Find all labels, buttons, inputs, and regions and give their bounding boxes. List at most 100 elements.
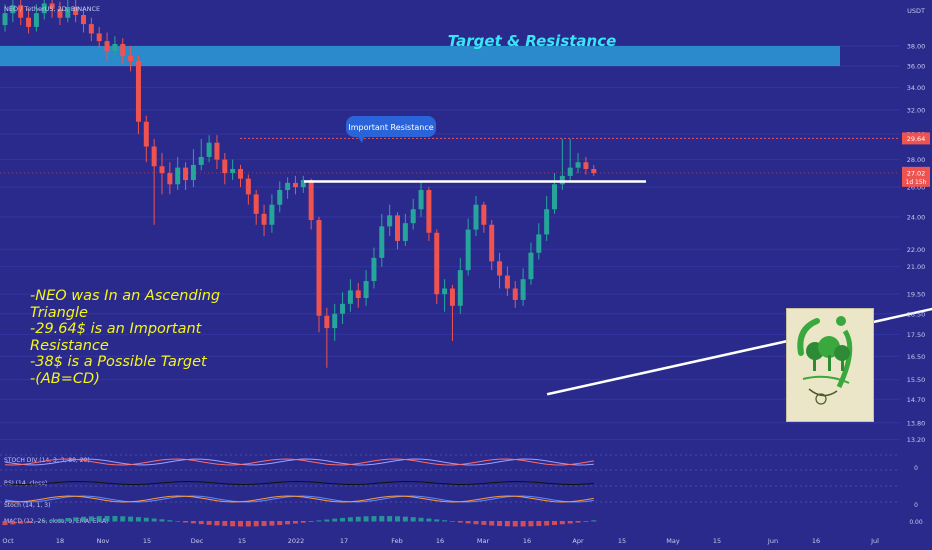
candle-body	[489, 224, 495, 262]
candle	[418, 181, 424, 217]
tree-logo-icon	[797, 316, 853, 405]
candle	[245, 174, 251, 205]
analysis-note-line: -NEO was In an Ascending	[30, 288, 221, 304]
candle-body	[88, 24, 94, 34]
candle	[489, 220, 495, 271]
time-label: 15	[713, 537, 721, 545]
candle	[214, 135, 220, 170]
candle	[285, 177, 291, 199]
candle	[2, 4, 8, 32]
macd-histogram-bar	[128, 516, 134, 522]
macd-histogram-bar	[57, 518, 63, 522]
macd-histogram-bar	[442, 520, 448, 522]
candle	[324, 307, 330, 368]
candle-body	[230, 169, 236, 174]
price-label: 16.50	[907, 353, 926, 361]
candle	[41, 0, 47, 20]
macd-histogram-bar	[544, 521, 550, 526]
candle-body	[41, 3, 47, 14]
symbol-title: NEO / TetherUS, 2D, BINANCE	[4, 5, 100, 13]
macd-histogram-bar	[552, 521, 557, 525]
time-label: Dec	[191, 537, 204, 545]
time-label: Nov	[97, 537, 110, 545]
macd-histogram-bar	[371, 516, 377, 522]
candle	[222, 153, 228, 185]
candle	[198, 138, 204, 171]
analysis-note-line: -29.64$ is an Important	[30, 321, 202, 337]
macd-histogram-bar	[559, 521, 565, 525]
analysis-note-line: -(AB=CD)	[30, 370, 100, 387]
macd-histogram-bar	[355, 516, 361, 522]
candle-body	[18, 5, 24, 18]
candle-body	[167, 173, 173, 185]
price-label: 13.20	[907, 436, 926, 444]
price-axis[interactable]: USDT38.0036.0034.0032.0030.0028.0026.002…	[902, 7, 930, 444]
candle	[536, 223, 542, 260]
macd-histogram-bar	[489, 521, 495, 526]
candle	[112, 36, 118, 58]
support-trendline[interactable]	[546, 260, 932, 396]
macd-histogram-bar	[26, 521, 32, 523]
candle-body	[591, 169, 597, 174]
stoch-div-signal	[4, 458, 594, 466]
candle-body	[465, 229, 471, 271]
last-price-tag-box	[902, 166, 930, 187]
macd-histogram-bar	[214, 521, 220, 526]
candle	[552, 173, 557, 214]
candle-body	[300, 180, 306, 188]
macd-histogram-bar	[190, 521, 196, 524]
macd-histogram-bar	[277, 521, 283, 526]
macd-histogram-bar	[332, 518, 338, 522]
indicator-label: MACD (12, 26, close, 9, EMA, EMA)	[4, 518, 108, 525]
candle	[151, 138, 157, 225]
candle	[340, 292, 346, 324]
analysis-notes: -NEO was In an Ascending Triangle -29.64$ …	[30, 288, 280, 387]
candle	[261, 204, 267, 237]
candle	[104, 32, 110, 61]
macd-histogram-bar	[151, 518, 157, 522]
macd-histogram-bar	[230, 521, 236, 527]
macd-histogram-bar	[10, 521, 16, 525]
candle-body	[536, 234, 542, 253]
candle	[347, 279, 353, 312]
macd-histogram-bar	[245, 521, 251, 527]
candle-body	[324, 315, 330, 329]
candle-body	[198, 156, 204, 165]
price-label: 28.00	[907, 156, 926, 164]
macd-histogram-bar	[465, 521, 471, 524]
indicator-label: Stoch (14, 1, 3)	[4, 502, 50, 509]
time-axis[interactable]: Oct 18 Nov 15 Dec 15 2022 17 Feb 16 Mar 16 Apr 15 May 1…	[2, 537, 879, 545]
candle-body	[387, 215, 393, 227]
candle-body	[473, 204, 479, 230]
macd-histogram-bar	[253, 521, 259, 527]
candle-body	[528, 252, 534, 280]
indicator-label: RSI (14, close)	[4, 480, 47, 487]
candle	[143, 115, 149, 163]
candle-body	[410, 209, 416, 224]
macd-histogram-bar	[512, 521, 518, 527]
candle-body	[426, 190, 432, 233]
candle	[88, 17, 94, 42]
candle-body	[402, 223, 408, 241]
target-zone	[0, 45, 840, 67]
candle	[591, 164, 597, 176]
candle-body	[371, 257, 377, 282]
candle	[465, 218, 471, 276]
candle	[567, 138, 573, 183]
candle-body	[332, 313, 338, 329]
candle	[167, 162, 173, 195]
candle	[395, 212, 400, 250]
candle	[96, 26, 102, 48]
candle-body	[575, 162, 581, 168]
candle-body	[112, 44, 118, 51]
macd-histogram-bar	[175, 521, 181, 522]
resistance-callout[interactable]: Important Resistance	[346, 116, 436, 143]
time-label: Jun	[767, 537, 778, 545]
macd-histogram-bar	[222, 521, 228, 526]
price-label: 14.70	[907, 396, 926, 404]
candle	[308, 178, 314, 230]
resistance-price-tag: 29.64	[902, 132, 930, 145]
candle	[57, 1, 63, 26]
macd-histogram-bar	[120, 516, 126, 522]
candle	[230, 159, 236, 181]
